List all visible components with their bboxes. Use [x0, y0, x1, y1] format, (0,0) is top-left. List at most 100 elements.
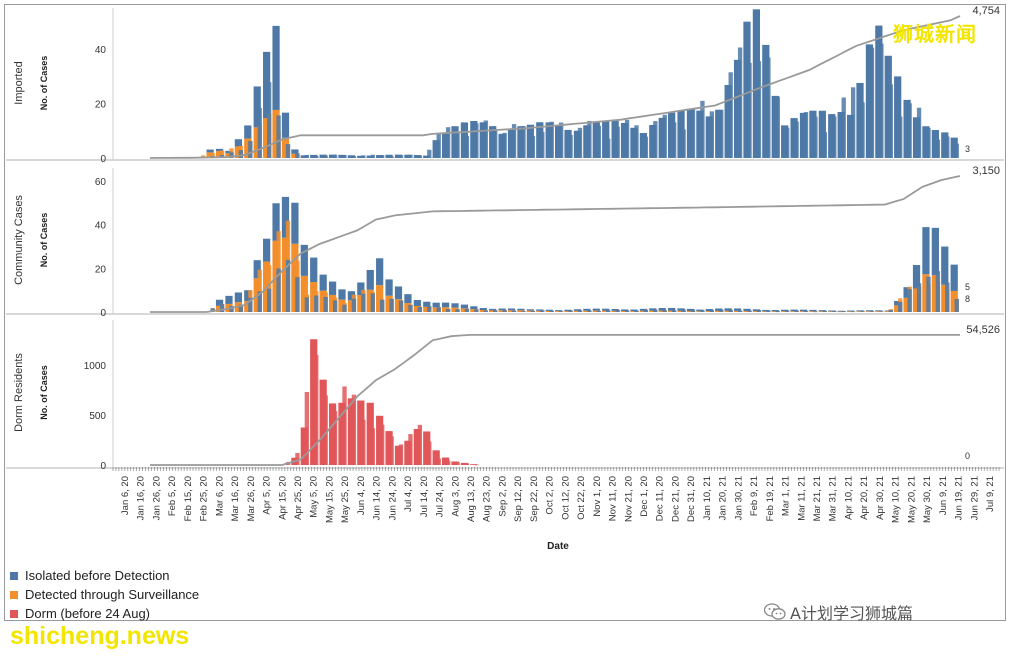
bar-dorm-before-aug- — [398, 444, 404, 465]
legend-label-surveillance: Detected through Surveillance — [25, 587, 200, 602]
bar-isolated-before-detection — [366, 269, 374, 290]
bar-isolated-before-detection — [950, 264, 958, 291]
bar-isolated-before-detection — [630, 309, 638, 312]
x-tick-label: Jun 29, 21 — [969, 476, 980, 520]
bar-isolated-before-detection — [460, 304, 469, 309]
bar-isolated-before-detection — [267, 82, 272, 158]
bar-dorm-before-aug- — [376, 415, 384, 465]
bar-isolated-before-detection — [592, 121, 600, 158]
bar-isolated-before-detection — [677, 110, 685, 158]
bar-isolated-before-detection — [380, 155, 385, 158]
bar-detected-through-surveillance — [206, 152, 214, 158]
legend-swatch-surveillance — [10, 590, 18, 599]
bar-isolated-before-detection — [785, 310, 790, 312]
x-tick-label: Dec 21, 20 — [670, 476, 681, 522]
panel-imported: Imported No. of Cases 0 20 40 4,754 3 — [6, 5, 1004, 165]
bar-isolated-before-detection — [828, 310, 836, 312]
bar-isolated-before-detection — [370, 154, 375, 158]
panel-community-cases: Community Cases No. of Cases 0 20 40 60 3,150 5… — [6, 165, 1004, 319]
bar-isolated-before-detection — [558, 122, 564, 158]
bar-detected-through-surveillance — [799, 311, 808, 312]
bar-detected-through-surveillance — [215, 305, 224, 312]
bar-isolated-before-detection — [818, 110, 826, 158]
x-tick-label: Jan 20, 21 — [718, 476, 729, 520]
bar-isolated-before-detection — [696, 110, 704, 158]
bar-detected-through-surveillance — [658, 310, 666, 312]
bar-detected-through-surveillance — [705, 311, 713, 312]
x-tick-label: Feb 15, 20 — [183, 476, 194, 521]
x-tick-label: Mar 6, 20 — [214, 476, 225, 516]
bar-isolated-before-detection — [888, 84, 893, 158]
bar-isolated-before-detection — [658, 308, 666, 311]
bar-dorm-before-aug- — [441, 457, 450, 465]
bar-isolated-before-detection — [545, 122, 553, 158]
bar-isolated-before-detection — [954, 143, 959, 158]
bar-isolated-before-detection — [781, 125, 789, 158]
bar-isolated-before-detection — [705, 116, 713, 158]
bar-isolated-before-detection — [281, 196, 290, 238]
bar-isolated-before-detection — [860, 102, 865, 158]
bar-isolated-before-detection — [300, 244, 308, 276]
bar-isolated-before-detection — [935, 139, 941, 158]
bar-isolated-before-detection — [389, 156, 394, 158]
bar-isolated-before-detection — [385, 279, 393, 296]
bar-detected-through-surveillance — [376, 285, 384, 312]
bar-isolated-before-detection — [926, 127, 931, 158]
bar-isolated-before-detection — [577, 127, 583, 158]
bar-detected-through-surveillance — [328, 294, 337, 312]
x-axis-title: Date — [547, 541, 569, 552]
bar-detected-through-surveillance — [639, 310, 648, 312]
bar-detected-through-surveillance — [941, 284, 949, 312]
bar-isolated-before-detection — [229, 152, 234, 158]
bar-isolated-before-detection — [752, 309, 761, 312]
bar-isolated-before-detection — [319, 154, 327, 158]
bar-dorm-before-aug- — [455, 462, 460, 465]
bar-dorm-before-aug- — [427, 441, 432, 465]
bar-isolated-before-detection — [875, 310, 883, 312]
bar-isolated-before-detection — [568, 310, 573, 312]
bar-isolated-before-detection — [653, 309, 658, 312]
bar-isolated-before-detection — [747, 62, 752, 158]
bar-detected-through-surveillance — [244, 301, 252, 312]
bar-dorm-before-aug- — [304, 391, 310, 465]
x-tick-label: Jun 9, 21 — [938, 476, 949, 515]
bar-isolated-before-detection — [215, 148, 224, 152]
bar-isolated-before-detection — [709, 310, 715, 312]
bar-isolated-before-detection — [681, 309, 686, 312]
bar-isolated-before-detection — [850, 87, 856, 158]
bar-isolated-before-detection — [668, 112, 676, 158]
x-tick-label: Nov 21, 20 — [623, 476, 634, 522]
bar-isolated-before-detection — [573, 309, 582, 311]
bar-isolated-before-detection — [323, 155, 328, 158]
bar-isolated-before-detection — [253, 260, 261, 279]
bar-isolated-before-detection — [587, 120, 592, 158]
bar-isolated-before-detection — [432, 140, 440, 158]
bar-isolated-before-detection — [879, 311, 884, 312]
bar-isolated-before-detection — [347, 291, 356, 301]
bar-dorm-before-aug- — [436, 458, 441, 465]
bar-isolated-before-detection — [376, 155, 384, 158]
y-tick-label: 40 — [95, 221, 107, 232]
bar-isolated-before-detection — [338, 154, 346, 158]
bar-isolated-before-detection — [555, 125, 563, 158]
bar-isolated-before-detection — [521, 126, 526, 158]
bar-isolated-before-detection — [304, 154, 310, 158]
bar-isolated-before-detection — [846, 114, 855, 158]
bar-isolated-before-detection — [511, 310, 517, 312]
bar-isolated-before-detection — [285, 144, 291, 158]
bar-isolated-before-detection — [366, 155, 374, 158]
bar-isolated-before-detection — [441, 302, 450, 308]
bar-isolated-before-detection — [775, 311, 780, 312]
legend-label-isolated: Isolated before Detection — [25, 568, 170, 583]
bar-isolated-before-detection — [794, 121, 799, 158]
bar-isolated-before-detection — [888, 310, 893, 312]
bar-isolated-before-detection — [394, 154, 403, 158]
bar-dorm-before-aug- — [451, 461, 459, 465]
bar-isolated-before-detection — [380, 299, 385, 312]
bar-isolated-before-detection — [238, 150, 244, 158]
bar-isolated-before-detection — [790, 118, 798, 158]
bar-isolated-before-detection — [474, 123, 479, 158]
bar-isolated-before-detection — [724, 308, 732, 311]
y-tick-label: 60 — [95, 177, 107, 188]
bar-isolated-before-detection — [489, 308, 497, 311]
